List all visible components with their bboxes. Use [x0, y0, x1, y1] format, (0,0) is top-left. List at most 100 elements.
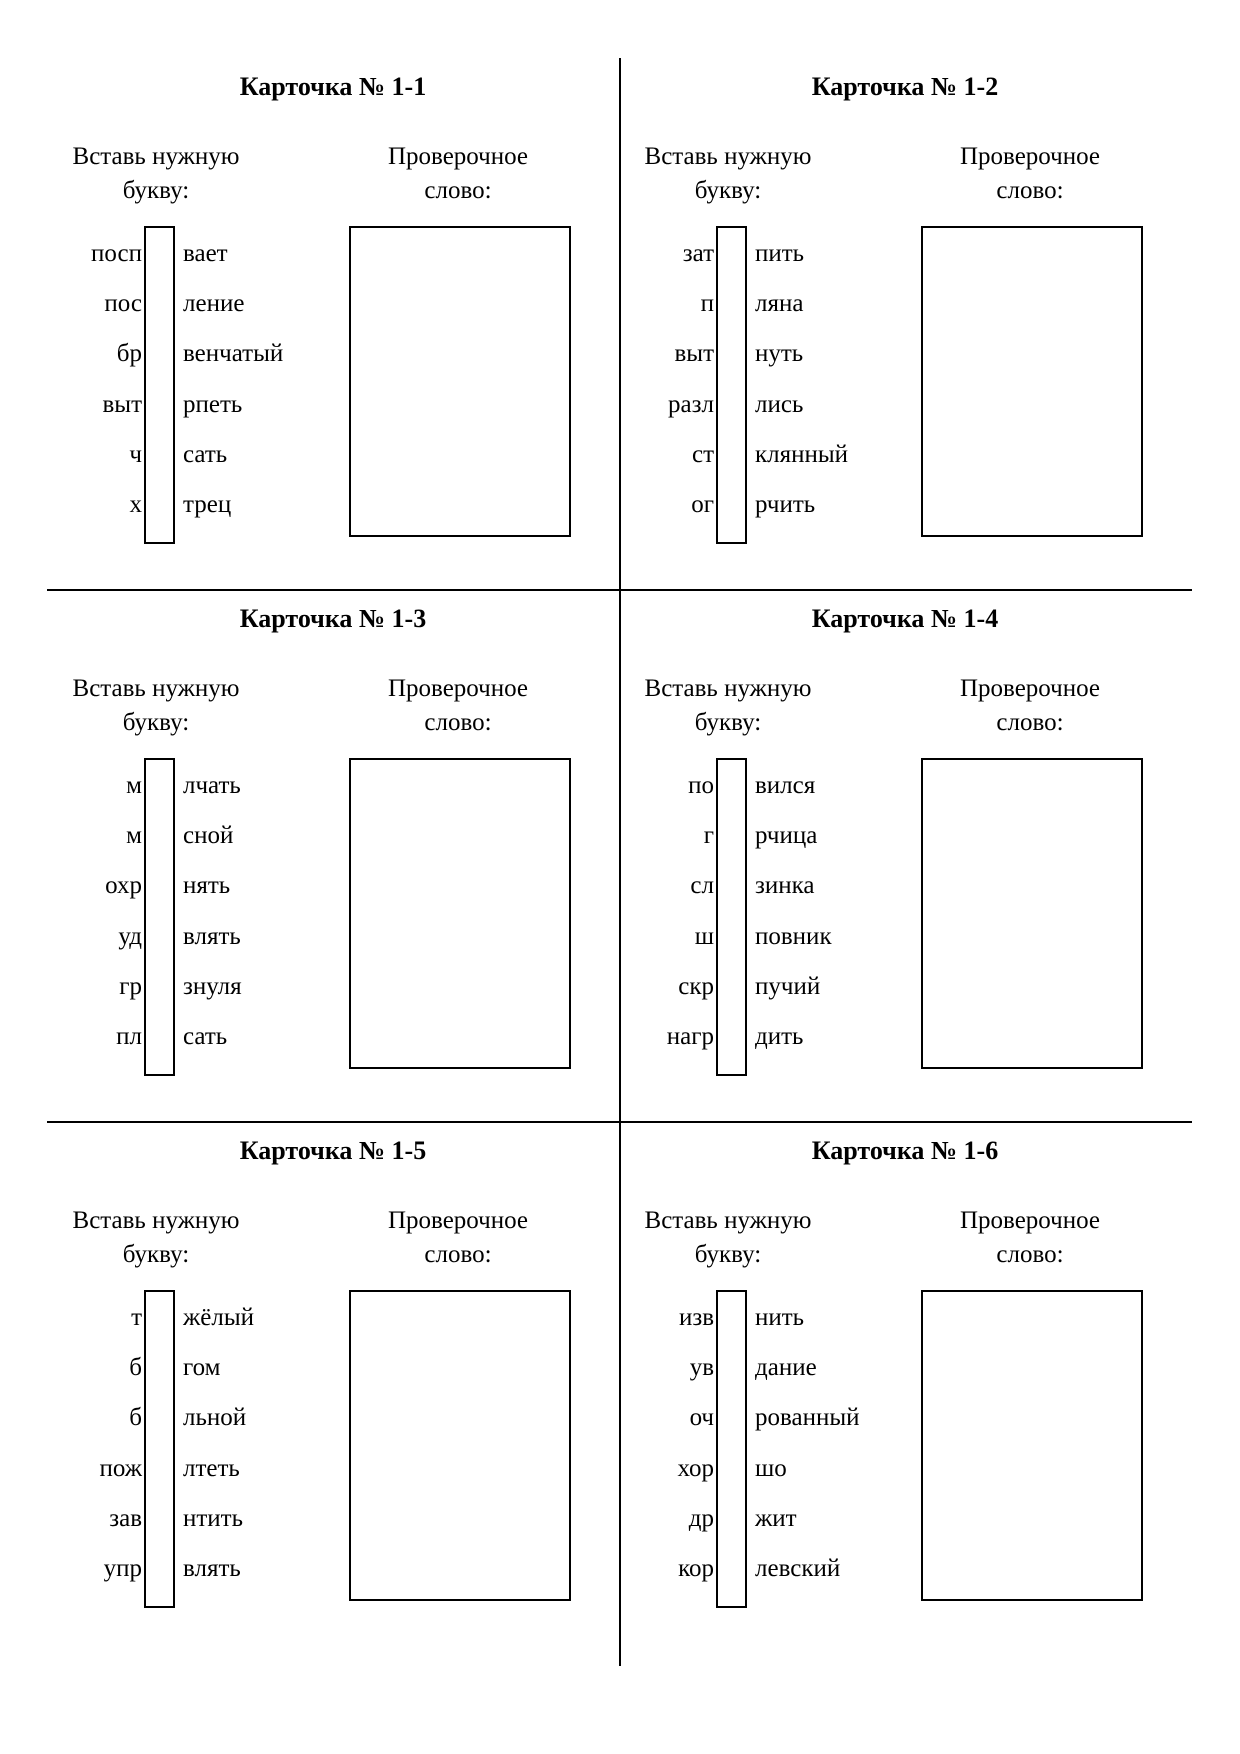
- instruction-line: букву:: [694, 1241, 762, 1268]
- word-suffix: рчить: [755, 491, 816, 518]
- word-suffix: венчатый: [183, 340, 284, 367]
- card: Карточка № 1-3 Вставь нужную букву: Прове…: [0, 532, 620, 1076]
- word-prefix: ув: [689, 1354, 714, 1381]
- word-prefix: зат: [682, 240, 714, 267]
- check-word-line: слово:: [424, 1241, 492, 1268]
- instruction-line: Вставь нужную: [644, 1207, 812, 1234]
- horizontal-divider: [47, 1121, 1192, 1123]
- word-prefix: скр: [678, 973, 714, 1000]
- check-word-label: Проверочное слово:: [930, 140, 1130, 208]
- instruction-label: Вставь нужную букву:: [608, 672, 848, 740]
- check-word-line: Проверочное: [959, 143, 1100, 170]
- vertical-divider: [619, 58, 621, 1666]
- word-suffix: сной: [183, 822, 234, 849]
- check-word-label: Проверочное слово:: [930, 672, 1130, 740]
- word-suffix: лись: [755, 391, 804, 418]
- word-suffix: лчать: [183, 772, 241, 799]
- word-prefix: пож: [99, 1455, 142, 1482]
- word-suffix: вился: [755, 772, 816, 799]
- word-prefix: др: [688, 1505, 714, 1532]
- missing-letter-box[interactable]: [716, 226, 747, 544]
- word-prefix: м: [126, 772, 142, 799]
- word-suffix: лтеть: [183, 1455, 240, 1482]
- horizontal-divider: [47, 589, 1192, 591]
- check-word-line: Проверочное: [959, 675, 1100, 702]
- check-word-line: слово:: [996, 709, 1064, 736]
- word-prefix: ог: [691, 491, 714, 518]
- check-word-box[interactable]: [349, 1290, 571, 1601]
- check-word-label: Проверочное слово:: [358, 140, 558, 208]
- word-prefix: сл: [690, 872, 714, 899]
- check-word-box[interactable]: [349, 226, 571, 537]
- check-word-line: Проверочное: [387, 675, 528, 702]
- word-suffix: шо: [755, 1455, 787, 1482]
- card: Карточка № 1-2 Вставь нужную букву: Прове…: [572, 0, 1192, 544]
- word-prefix: посп: [91, 240, 142, 267]
- word-prefix: пл: [116, 1023, 142, 1050]
- word-prefix: ч: [129, 441, 142, 468]
- instruction-line: Вставь нужную: [72, 143, 240, 170]
- card-title: Карточка № 1-1: [239, 72, 427, 101]
- check-word-box[interactable]: [921, 1290, 1143, 1601]
- instruction-label: Вставь нужную букву:: [36, 672, 276, 740]
- word-suffix: пить: [755, 240, 805, 267]
- word-suffix: нтить: [183, 1505, 244, 1532]
- missing-letter-box[interactable]: [716, 758, 747, 1076]
- card-title: Карточка № 1-4: [811, 604, 999, 633]
- word-suffix: знуля: [183, 973, 242, 1000]
- word-prefix: зав: [109, 1505, 142, 1532]
- check-word-box[interactable]: [921, 226, 1143, 537]
- word-suffix: клянный: [755, 441, 849, 468]
- card-title: Карточка № 1-2: [811, 72, 999, 101]
- word-suffix: повник: [755, 923, 832, 950]
- instruction-line: букву:: [122, 709, 190, 736]
- missing-letter-box[interactable]: [144, 758, 175, 1076]
- word-suffix: нуть: [755, 340, 804, 367]
- check-word-box[interactable]: [921, 758, 1143, 1069]
- word-suffix: ляна: [755, 290, 804, 317]
- word-prefix: ст: [691, 441, 714, 468]
- word-prefix: упр: [103, 1555, 142, 1582]
- word-prefix: по: [688, 772, 714, 799]
- check-word-line: слово:: [996, 1241, 1064, 1268]
- instruction-line: Вставь нужную: [644, 675, 812, 702]
- card-title: Карточка № 1-6: [811, 1136, 999, 1165]
- check-word-box[interactable]: [349, 758, 571, 1069]
- word-suffix: рчица: [755, 822, 818, 849]
- word-suffix: льной: [183, 1404, 247, 1431]
- check-word-line: Проверочное: [959, 1207, 1100, 1234]
- instruction-line: Вставь нужную: [644, 143, 812, 170]
- word-prefix: уд: [118, 923, 142, 950]
- word-suffix: жит: [755, 1505, 797, 1532]
- word-suffix: ление: [183, 290, 245, 317]
- instruction-line: букву:: [694, 709, 762, 736]
- word-prefix: п: [700, 290, 714, 317]
- word-prefix: выт: [102, 391, 142, 418]
- check-word-line: Проверочное: [387, 143, 528, 170]
- instruction-label: Вставь нужную букву:: [36, 140, 276, 208]
- instruction-line: букву:: [122, 1241, 190, 1268]
- word-suffix: гом: [183, 1354, 221, 1381]
- word-prefix: г: [703, 822, 714, 849]
- word-prefix: нагр: [666, 1023, 714, 1050]
- check-word-label: Проверочное слово:: [358, 1204, 558, 1272]
- word-prefix: х: [129, 491, 143, 518]
- instruction-line: Вставь нужную: [72, 1207, 240, 1234]
- word-suffix: зинка: [755, 872, 815, 899]
- word-prefix: гр: [119, 973, 142, 1000]
- card: Карточка № 1-1 Вставь нужную букву: Прове…: [0, 0, 620, 544]
- word-prefix: м: [126, 822, 142, 849]
- word-prefix: т: [131, 1304, 142, 1331]
- word-suffix: влять: [183, 923, 241, 950]
- word-suffix: нять: [183, 872, 231, 899]
- instruction-label: Вставь нужную букву:: [608, 140, 848, 208]
- word-prefix: кор: [678, 1555, 714, 1582]
- check-word-line: слово:: [424, 709, 492, 736]
- missing-letter-box[interactable]: [716, 1290, 747, 1608]
- card-title: Карточка № 1-5: [239, 1136, 427, 1165]
- word-suffix: левский: [755, 1555, 841, 1582]
- missing-letter-box[interactable]: [144, 1290, 175, 1608]
- word-prefix: выт: [674, 340, 714, 367]
- word-suffix: жёлый: [183, 1304, 255, 1331]
- missing-letter-box[interactable]: [144, 226, 175, 544]
